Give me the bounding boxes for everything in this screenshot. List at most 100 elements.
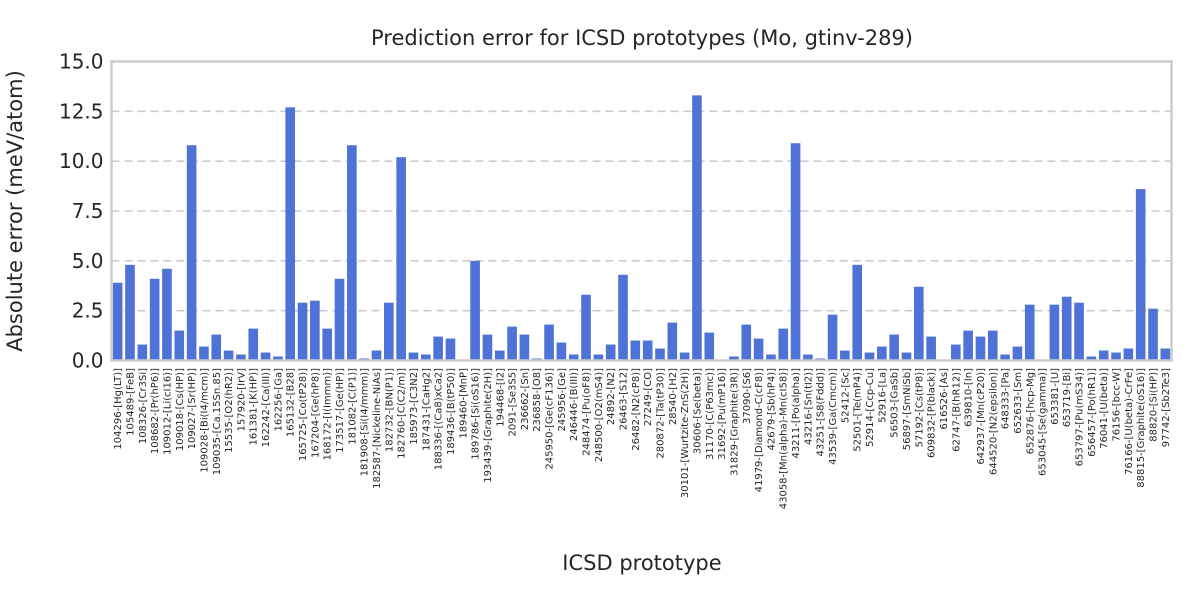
- x-tick-label: 97742-[Sb2Te3]: [1161, 368, 1172, 447]
- bar: [482, 334, 493, 361]
- y-tick-label: 7.5: [72, 199, 104, 223]
- x-tick-label: 26463-[S12]: [619, 368, 630, 430]
- bar: [494, 350, 505, 361]
- x-tick-label: 182587-[Nickeline-NiAs]: [372, 368, 383, 489]
- bar: [112, 282, 123, 361]
- bar: [1148, 308, 1158, 361]
- bar: [544, 324, 554, 361]
- x-tick-label: 652876-[hcp-Mg]: [1025, 368, 1036, 454]
- bar: [211, 334, 222, 361]
- bar: [987, 330, 998, 361]
- x-tick-label: 656457-[Po(hR1)]: [1087, 368, 1098, 457]
- x-tick-label: 108326-[Cr3Si]: [138, 368, 149, 444]
- bar: [149, 278, 160, 361]
- x-tick-label: 189460-[MnP]: [458, 368, 469, 439]
- bar: [963, 330, 973, 361]
- bar: [803, 354, 813, 361]
- bar: [199, 346, 209, 361]
- x-tick-label: 653381-[U]: [1050, 368, 1061, 425]
- bar: [901, 352, 912, 361]
- bar: [790, 143, 801, 361]
- bars: [112, 95, 1171, 361]
- bar: [1061, 296, 1072, 361]
- bar: [1160, 348, 1171, 361]
- bar: [1000, 354, 1010, 361]
- x-tick-label: 280872-[Ta(tP30)]: [655, 368, 666, 459]
- x-tick-label: 76156-[bcc-W]: [1112, 368, 1123, 442]
- bar: [470, 260, 480, 361]
- x-tick-label: 76166-[U(beta)-CrFe]: [1124, 368, 1135, 475]
- x-tick-label: 189786-[Si(oS16)]: [471, 368, 482, 460]
- x-tick-label: 41979-[Diamond-C(cF8)]: [754, 368, 765, 492]
- x-tick-label: 165132-[B28]: [286, 368, 297, 437]
- x-tick-label: 194468-[I2]: [495, 368, 506, 427]
- bar: [297, 302, 308, 361]
- bar: [137, 344, 148, 361]
- x-tick-label: 109027-[Sr(HP)]: [187, 368, 198, 449]
- x-tick-label: 653797-[Pu(mS34)]: [1075, 368, 1086, 466]
- x-tick-label: 52914-[Ccp-Cu]: [865, 368, 876, 447]
- x-tick-label: 109028-[Bi(I4/mcm)]: [199, 368, 210, 473]
- x-tick-label: 616526-[As]: [939, 368, 950, 430]
- x-tick-label: 653045-[Se(gamma)]: [1038, 368, 1049, 476]
- bar: [384, 302, 394, 361]
- chart-title: Prediction error for ICSD prototypes (Mo…: [371, 26, 913, 50]
- bar: [347, 145, 357, 361]
- x-tick-label: 182760-[C(C2/m)]: [397, 368, 408, 459]
- bar: [618, 274, 628, 361]
- y-tick-label: 5.0: [72, 249, 104, 273]
- gridlines: [111, 110, 1172, 312]
- bar: [248, 328, 259, 361]
- y-tick-label: 12.5: [59, 99, 104, 123]
- x-tick-label: 24892-[N2]: [606, 368, 617, 425]
- x-tick-label: 644520-[N2(epsilon)]: [988, 368, 999, 475]
- x-tick-label: 653719-[Bi]: [1062, 368, 1073, 427]
- bar: [322, 328, 333, 361]
- x-tick-label: 62747-[B(hR12)]: [951, 368, 962, 452]
- x-tick-label: 185973-[C3N2]: [409, 368, 420, 445]
- bar: [223, 350, 234, 361]
- x-tick-label: 105489-[FeB]: [125, 368, 136, 436]
- x-tick-label: 248474-[Pu(oF8)]: [582, 368, 593, 456]
- x-tick-label: 609832-[P(black)]: [927, 368, 938, 458]
- x-tick-label: 56897-[SmNiSb]: [902, 368, 913, 450]
- x-tick-label: 52412-[Sc]: [840, 368, 851, 423]
- x-tick-label: 26482-[N2(cP8)]: [631, 368, 642, 451]
- x-tick-label: 104296-[Hg(LT)]: [113, 368, 124, 450]
- bar: [679, 352, 690, 361]
- bar: [889, 334, 899, 361]
- x-tick-label: 639810-[In]: [964, 368, 975, 427]
- bar: [864, 352, 875, 361]
- x-tick-label: 648333-[Pa]: [1001, 368, 1012, 429]
- bar: [1024, 304, 1035, 361]
- bar: [655, 348, 665, 361]
- bar: [950, 344, 961, 361]
- x-tick-label: 188336-[(Ca8)xCa2]: [434, 368, 445, 470]
- x-tick-label: 181908-[Si(I4/mmm)]: [360, 368, 371, 477]
- x-tick-label: 76041-[U(beta)]: [1099, 368, 1110, 449]
- bar: [877, 346, 887, 361]
- x-tick-label: 31692-[Pu(mP16)]: [717, 368, 728, 460]
- bar: [125, 264, 135, 361]
- x-tick-label: 162256-[Ga]: [273, 368, 284, 432]
- x-tick-label: 43211-[Po(alpha)]: [791, 368, 802, 459]
- bar: [174, 330, 185, 361]
- x-tick-label: 193439-[Graphite(2H)]: [483, 368, 494, 483]
- bar: [408, 352, 419, 361]
- x-tick-label: 43539-[Ga(Cmcm)]: [828, 368, 839, 465]
- x-tick-label: 30101-[Wurtzite-ZnS(2H)]: [680, 368, 691, 498]
- x-tick-label: 31829-[Graphite(3R)]: [729, 368, 740, 476]
- bar: [1086, 356, 1097, 361]
- x-tick-label: 109035-[Ca.15Sn.85]: [212, 368, 223, 475]
- x-tick-label: 245950-[Ge(cF136)]: [545, 368, 556, 470]
- bar: [704, 332, 715, 361]
- bar: [260, 352, 271, 361]
- x-tick-label: 248500-[O2(mS4)]: [594, 368, 605, 462]
- bar: [371, 350, 382, 361]
- x-tick-label: 52916-[La]: [877, 368, 888, 423]
- x-tick-label: 42679-[Sb(hP4)]: [766, 368, 777, 451]
- bar: [630, 340, 641, 361]
- x-tick-label: 30606-[Se(beta)]: [692, 368, 703, 454]
- x-tick-label: 88815-[Graphite(oS16)]: [1136, 368, 1147, 488]
